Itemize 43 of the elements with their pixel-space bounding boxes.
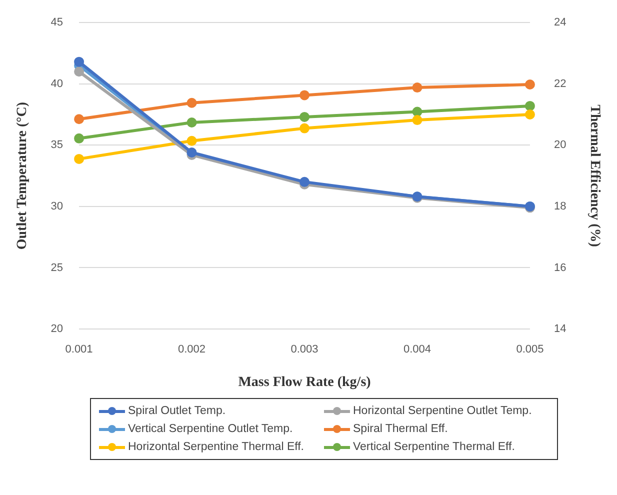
x-tick-label: 0.001 [65,344,93,356]
x-tick-label: 0.003 [290,344,318,356]
point [412,106,422,117]
x-tick-label: 0.002 [178,344,206,356]
point [524,110,535,120]
y-tick-label: 20 [50,323,64,336]
point [300,123,310,134]
x-tick-label: 0.005 [516,344,544,356]
point [412,115,422,126]
point [74,56,84,67]
y2-tick-label: 16 [554,262,566,274]
legend-label: Spiral Outlet Temp. [128,405,226,417]
legend-label: Spiral Thermal Eff. [353,423,448,435]
point [300,112,310,122]
legend-label: Horizontal Serpentine Outlet Temp. [353,405,532,417]
legend-label: Vertical Serpentine Outlet Temp. [128,423,293,435]
y2-tick-label: 24 [554,16,566,29]
y-tick-label: 35 [50,139,64,152]
y2-tick-label: 14 [554,323,566,336]
y2-tick-label: 22 [554,78,566,90]
x-axis-title: Mass Flow Rate (kg/s) [238,375,372,390]
point [300,90,310,100]
y-tick-label: 30 [50,200,64,212]
point [74,133,84,144]
legend-label: Vertical Serpentine Thermal Eff. [353,441,515,453]
x-tick-label: 0.004 [403,344,431,356]
y2-tick-label: 20 [554,139,566,152]
point [186,117,197,128]
point [524,100,535,111]
point [524,79,535,90]
y-axis-title: Outlet Temperature (°C) [15,102,30,250]
point [412,82,422,93]
point [186,136,197,146]
legend-label: Horizontal Serpentine Thermal Eff. [128,441,304,453]
y2-tick-label: 18 [554,200,566,212]
point [74,114,84,124]
y-tick-label: 45 [50,16,64,29]
y2-axis-title: Thermal Efficiency (%) [586,104,602,248]
point [74,66,84,77]
y-tick-label: 25 [50,262,64,274]
y-tick-label: 40 [50,78,64,90]
point [186,98,197,108]
point [74,154,84,164]
